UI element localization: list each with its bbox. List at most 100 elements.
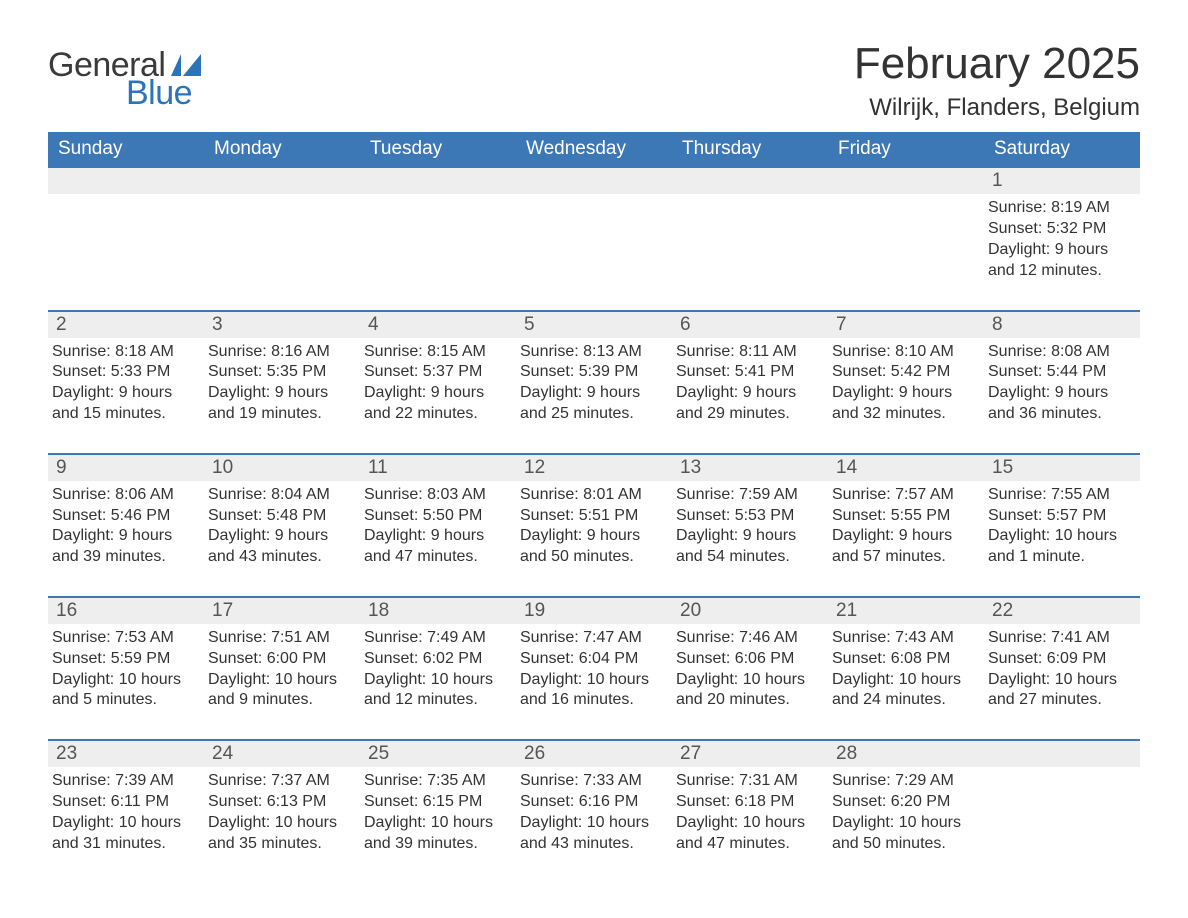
calendar-week: 232425262728Sunrise: 7:39 AMSunset: 6:11… — [48, 739, 1140, 854]
daylight-text: Daylight: 10 hours and 43 minutes. — [520, 813, 664, 855]
day-cell: Sunrise: 8:16 AMSunset: 5:35 PMDaylight:… — [204, 338, 360, 425]
brand-name-part2: Blue — [126, 76, 201, 110]
day-number: 15 — [984, 455, 1140, 481]
sunrise-text: Sunrise: 8:16 AM — [208, 342, 352, 363]
day-number: 16 — [48, 598, 204, 624]
sunset-text: Sunset: 5:55 PM — [832, 506, 976, 527]
sunrise-text: Sunrise: 7:53 AM — [52, 628, 196, 649]
sunrise-text: Sunrise: 8:08 AM — [988, 342, 1132, 363]
daylight-text: Daylight: 10 hours and 12 minutes. — [364, 670, 508, 712]
flag-icon — [171, 54, 201, 76]
day-number: 18 — [360, 598, 516, 624]
sunset-text: Sunset: 6:11 PM — [52, 792, 196, 813]
day-number: 1 — [984, 168, 1140, 194]
day-cell: Sunrise: 7:47 AMSunset: 6:04 PMDaylight:… — [516, 624, 672, 711]
day-number — [360, 168, 516, 194]
sunset-text: Sunset: 5:50 PM — [364, 506, 508, 527]
daylight-text: Daylight: 10 hours and 35 minutes. — [208, 813, 352, 855]
day-cell: Sunrise: 7:29 AMSunset: 6:20 PMDaylight:… — [828, 767, 984, 854]
day-number: 25 — [360, 741, 516, 767]
sunrise-text: Sunrise: 8:06 AM — [52, 485, 196, 506]
sunset-text: Sunset: 6:08 PM — [832, 649, 976, 670]
weekday-wednesday: Wednesday — [516, 132, 672, 168]
day-number: 22 — [984, 598, 1140, 624]
day-cell: Sunrise: 7:39 AMSunset: 6:11 PMDaylight:… — [48, 767, 204, 854]
day-cell: Sunrise: 8:04 AMSunset: 5:48 PMDaylight:… — [204, 481, 360, 568]
sunrise-text: Sunrise: 7:43 AM — [832, 628, 976, 649]
sunset-text: Sunset: 6:18 PM — [676, 792, 820, 813]
sunset-text: Sunset: 5:41 PM — [676, 362, 820, 383]
sunset-text: Sunset: 5:44 PM — [988, 362, 1132, 383]
daylight-text: Daylight: 10 hours and 47 minutes. — [676, 813, 820, 855]
sunset-text: Sunset: 6:00 PM — [208, 649, 352, 670]
daylight-text: Daylight: 10 hours and 1 minute. — [988, 526, 1132, 568]
day-number: 7 — [828, 312, 984, 338]
day-cell — [48, 194, 204, 281]
day-cell: Sunrise: 8:08 AMSunset: 5:44 PMDaylight:… — [984, 338, 1140, 425]
day-cell: Sunrise: 8:10 AMSunset: 5:42 PMDaylight:… — [828, 338, 984, 425]
sunrise-text: Sunrise: 7:47 AM — [520, 628, 664, 649]
sunset-text: Sunset: 5:39 PM — [520, 362, 664, 383]
sunrise-text: Sunrise: 7:46 AM — [676, 628, 820, 649]
sunset-text: Sunset: 5:32 PM — [988, 219, 1132, 240]
day-cell: Sunrise: 8:01 AMSunset: 5:51 PMDaylight:… — [516, 481, 672, 568]
sunset-text: Sunset: 6:06 PM — [676, 649, 820, 670]
day-number: 5 — [516, 312, 672, 338]
daylight-text: Daylight: 9 hours and 50 minutes. — [520, 526, 664, 568]
day-number: 11 — [360, 455, 516, 481]
day-number-strip: 16171819202122 — [48, 598, 1140, 624]
day-number: 21 — [828, 598, 984, 624]
daylight-text: Daylight: 10 hours and 50 minutes. — [832, 813, 976, 855]
day-number — [984, 741, 1140, 767]
sunset-text: Sunset: 5:48 PM — [208, 506, 352, 527]
daylight-text: Daylight: 10 hours and 27 minutes. — [988, 670, 1132, 712]
sunrise-text: Sunrise: 8:04 AM — [208, 485, 352, 506]
daylight-text: Daylight: 10 hours and 9 minutes. — [208, 670, 352, 712]
sunrise-text: Sunrise: 8:11 AM — [676, 342, 820, 363]
day-number: 17 — [204, 598, 360, 624]
sunset-text: Sunset: 6:13 PM — [208, 792, 352, 813]
daylight-text: Daylight: 9 hours and 36 minutes. — [988, 383, 1132, 425]
sunset-text: Sunset: 5:33 PM — [52, 362, 196, 383]
sunset-text: Sunset: 6:16 PM — [520, 792, 664, 813]
sunrise-text: Sunrise: 7:33 AM — [520, 771, 664, 792]
day-cell: Sunrise: 7:33 AMSunset: 6:16 PMDaylight:… — [516, 767, 672, 854]
weekday-thursday: Thursday — [672, 132, 828, 168]
sunrise-text: Sunrise: 7:39 AM — [52, 771, 196, 792]
day-number: 13 — [672, 455, 828, 481]
title-block: February 2025 Wilrijk, Flanders, Belgium — [854, 40, 1140, 122]
day-number-strip: 9101112131415 — [48, 455, 1140, 481]
day-cell: Sunrise: 8:13 AMSunset: 5:39 PMDaylight:… — [516, 338, 672, 425]
daylight-text: Daylight: 10 hours and 24 minutes. — [832, 670, 976, 712]
day-cell: Sunrise: 7:49 AMSunset: 6:02 PMDaylight:… — [360, 624, 516, 711]
day-cell: Sunrise: 8:18 AMSunset: 5:33 PMDaylight:… — [48, 338, 204, 425]
day-number-strip: 1 — [48, 168, 1140, 194]
sunrise-text: Sunrise: 7:59 AM — [676, 485, 820, 506]
day-content-row: Sunrise: 7:53 AMSunset: 5:59 PMDaylight:… — [48, 624, 1140, 711]
day-cell: Sunrise: 8:06 AMSunset: 5:46 PMDaylight:… — [48, 481, 204, 568]
daylight-text: Daylight: 10 hours and 39 minutes. — [364, 813, 508, 855]
day-number: 23 — [48, 741, 204, 767]
calendar-week: 1Sunrise: 8:19 AMSunset: 5:32 PMDaylight… — [48, 168, 1140, 281]
weekday-tuesday: Tuesday — [360, 132, 516, 168]
day-number — [48, 168, 204, 194]
day-number: 6 — [672, 312, 828, 338]
month-title: February 2025 — [854, 40, 1140, 88]
weekday-friday: Friday — [828, 132, 984, 168]
sunset-text: Sunset: 6:20 PM — [832, 792, 976, 813]
day-cell: Sunrise: 7:46 AMSunset: 6:06 PMDaylight:… — [672, 624, 828, 711]
day-number: 28 — [828, 741, 984, 767]
day-cell: Sunrise: 7:51 AMSunset: 6:00 PMDaylight:… — [204, 624, 360, 711]
day-cell: Sunrise: 8:11 AMSunset: 5:41 PMDaylight:… — [672, 338, 828, 425]
daylight-text: Daylight: 9 hours and 15 minutes. — [52, 383, 196, 425]
day-number — [672, 168, 828, 194]
location-subtitle: Wilrijk, Flanders, Belgium — [854, 94, 1140, 122]
sunrise-text: Sunrise: 8:01 AM — [520, 485, 664, 506]
sunrise-text: Sunrise: 7:55 AM — [988, 485, 1132, 506]
sunrise-text: Sunrise: 8:03 AM — [364, 485, 508, 506]
day-cell — [516, 194, 672, 281]
day-number: 2 — [48, 312, 204, 338]
daylight-text: Daylight: 9 hours and 39 minutes. — [52, 526, 196, 568]
day-cell — [204, 194, 360, 281]
daylight-text: Daylight: 9 hours and 19 minutes. — [208, 383, 352, 425]
